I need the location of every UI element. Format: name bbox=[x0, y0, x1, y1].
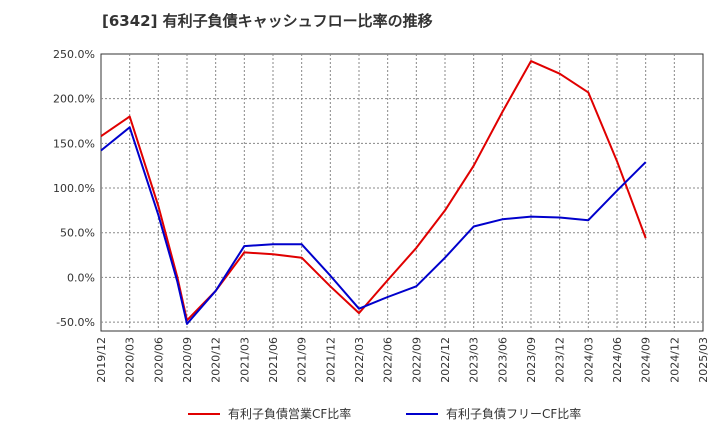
y-tick-label: 0.0% bbox=[67, 271, 95, 284]
plot-area bbox=[100, 53, 704, 332]
x-tick-label: 2023/09 bbox=[525, 337, 538, 383]
chart-title: [6342] 有利子負債キャッシュフロー比率の推移 bbox=[102, 12, 433, 30]
x-tick-label: 2023/06 bbox=[496, 337, 509, 383]
x-tick-label: 2024/06 bbox=[611, 337, 624, 383]
legend-label-2: 有利子負債フリーCF比率 bbox=[446, 406, 581, 421]
x-tick-label: 2023/03 bbox=[468, 337, 481, 383]
x-tick-label: 2024/03 bbox=[582, 337, 595, 383]
x-tick-label: 2020/09 bbox=[181, 337, 194, 383]
x-tick-label: 2025/03 bbox=[697, 337, 710, 383]
x-tick-label: 2024/12 bbox=[668, 337, 681, 383]
gridlines bbox=[101, 54, 703, 331]
x-tick-label: 2022/06 bbox=[382, 337, 395, 383]
y-tick-label: -50.0% bbox=[56, 316, 95, 329]
legend-label-1: 有利子負債営業CF比率 bbox=[228, 406, 351, 421]
y-axis-ticks: -50.0% 0.0% 50.0% 100.0% 150.0% 200.0% 250.0% bbox=[53, 48, 95, 329]
series-line-2 bbox=[100, 126, 647, 325]
x-tick-label: 2022/12 bbox=[439, 337, 452, 383]
x-tick-label: 2021/12 bbox=[324, 337, 337, 383]
y-tick-label: 100.0% bbox=[53, 182, 95, 195]
x-tick-label: 2021/06 bbox=[267, 337, 280, 383]
x-tick-label: 2020/12 bbox=[210, 337, 223, 383]
x-tick-label: 2022/09 bbox=[410, 337, 423, 383]
y-tick-label: 200.0% bbox=[53, 93, 95, 106]
y-tick-label: 50.0% bbox=[60, 227, 95, 240]
x-tick-label: 2020/06 bbox=[152, 337, 165, 383]
y-tick-label: 150.0% bbox=[53, 137, 95, 150]
x-tick-label: 2021/03 bbox=[238, 337, 251, 383]
legend: 有利子負債営業CF比率 有利子負債フリーCF比率 bbox=[188, 406, 581, 421]
series-lines bbox=[100, 60, 647, 325]
x-tick-label: 2019/12 bbox=[95, 337, 108, 383]
x-tick-label: 2023/12 bbox=[554, 337, 567, 383]
y-tick-label: 250.0% bbox=[53, 48, 95, 61]
x-tick-label: 2021/09 bbox=[296, 337, 309, 383]
x-tick-label: 2020/03 bbox=[124, 337, 137, 383]
x-axis-ticks: 2019/12 2020/03 2020/06 2020/09 2020/12 2021/… bbox=[95, 337, 710, 383]
x-tick-label: 2024/09 bbox=[640, 337, 653, 383]
x-tick-label: 2022/03 bbox=[353, 337, 366, 383]
